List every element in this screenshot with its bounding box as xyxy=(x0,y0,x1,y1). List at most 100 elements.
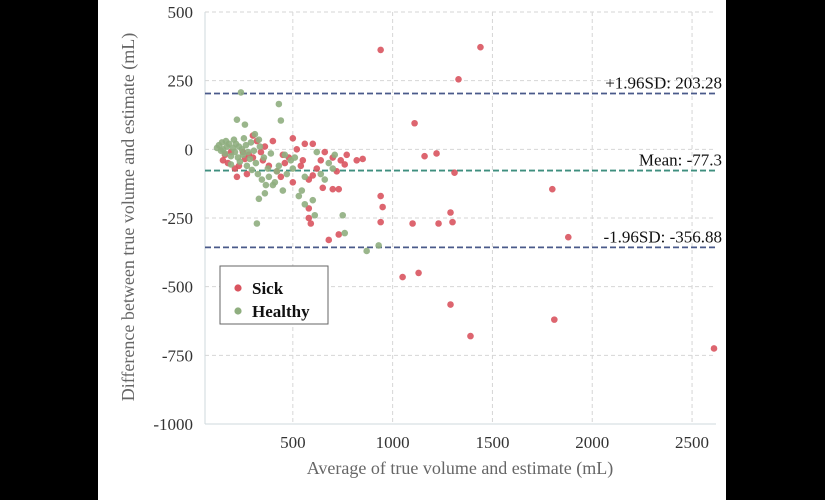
point-healthy xyxy=(277,117,285,124)
point-sick xyxy=(233,173,241,181)
point-sick xyxy=(335,231,343,238)
point-sick xyxy=(289,178,297,186)
point-healthy xyxy=(255,195,263,203)
y-tick-label: -1000 xyxy=(153,415,193,434)
point-sick xyxy=(549,185,556,193)
legend-label-healthy: Healthy xyxy=(252,302,310,321)
point-sick xyxy=(319,184,327,192)
point-healthy xyxy=(321,176,329,183)
point-sick xyxy=(297,162,305,170)
point-healthy xyxy=(269,181,277,189)
point-sick xyxy=(477,43,484,51)
point-healthy xyxy=(313,148,321,156)
point-sick xyxy=(243,170,251,178)
point-healthy xyxy=(252,159,260,167)
legend-label-sick: Sick xyxy=(252,279,284,298)
point-healthy xyxy=(279,187,287,194)
y-tick-label: -250 xyxy=(162,209,193,228)
ref-label-upper_loa: +1.96SD: 203.28 xyxy=(605,73,722,92)
point-sick xyxy=(710,345,718,352)
point-sick xyxy=(353,157,361,164)
point-sick xyxy=(321,148,329,156)
point-sick xyxy=(289,135,297,142)
point-healthy xyxy=(275,162,283,170)
data-points xyxy=(213,43,718,352)
point-healthy xyxy=(237,89,245,96)
point-sick xyxy=(309,172,317,179)
point-sick xyxy=(377,218,384,226)
point-sick xyxy=(313,165,321,172)
reference-lines: +1.96SD: 203.28 Mean: -77.3 -1.96SD: -356.… xyxy=(205,73,722,249)
point-sick xyxy=(261,143,269,150)
point-sick xyxy=(305,205,313,212)
point-healthy xyxy=(261,189,269,197)
point-healthy xyxy=(258,176,266,183)
point-healthy xyxy=(298,187,306,194)
point-sick xyxy=(399,273,406,281)
ref-label-mean: Mean: -77.3 xyxy=(639,151,722,170)
point-healthy xyxy=(242,141,250,149)
point-healthy xyxy=(253,220,261,227)
point-sick xyxy=(377,192,384,200)
x-tick-label: 1000 xyxy=(376,433,410,452)
point-sick xyxy=(307,220,315,227)
point-healthy xyxy=(239,151,247,159)
point-healthy xyxy=(325,159,333,167)
point-sick xyxy=(341,161,349,168)
point-sick xyxy=(415,269,422,277)
point-healthy xyxy=(341,229,349,237)
point-sick xyxy=(447,301,454,308)
point-sick xyxy=(343,151,351,159)
point-sick xyxy=(281,159,289,167)
point-healthy xyxy=(281,151,289,159)
point-sick xyxy=(455,75,462,83)
point-healthy xyxy=(238,146,246,153)
point-healthy xyxy=(221,150,229,157)
point-healthy xyxy=(267,150,275,157)
point-healthy xyxy=(301,173,309,181)
point-sick xyxy=(421,152,428,160)
y-tick-label: 250 xyxy=(168,72,194,91)
point-sick xyxy=(329,185,337,193)
legend-marker-sick xyxy=(234,284,242,292)
point-sick xyxy=(551,316,558,323)
y-axis-label: Difference between true volume and estim… xyxy=(118,33,139,402)
point-healthy xyxy=(243,162,251,170)
point-sick xyxy=(451,169,458,176)
point-healthy xyxy=(339,211,347,219)
point-healthy xyxy=(317,170,325,178)
point-sick xyxy=(257,148,265,156)
y-tick-label: -500 xyxy=(162,278,193,297)
point-healthy xyxy=(227,152,235,160)
point-healthy xyxy=(236,158,244,165)
point-sick xyxy=(305,214,313,222)
point-healthy xyxy=(241,121,249,128)
chart-panel xyxy=(98,0,726,500)
point-sick xyxy=(269,137,277,145)
x-tick-label: 2000 xyxy=(575,433,609,452)
point-sick xyxy=(447,209,454,216)
legend-marker-healthy xyxy=(234,307,242,315)
point-healthy xyxy=(301,200,309,208)
point-sick xyxy=(564,233,572,241)
x-tick-label: 2500 xyxy=(675,433,709,452)
point-healthy xyxy=(250,147,258,155)
point-sick xyxy=(299,157,307,164)
point-sick xyxy=(433,150,440,157)
point-healthy xyxy=(227,161,235,168)
point-healthy xyxy=(262,181,270,189)
point-healthy xyxy=(233,116,241,123)
point-healthy xyxy=(231,148,239,156)
point-healthy xyxy=(254,170,262,178)
point-healthy xyxy=(260,154,268,161)
point-healthy xyxy=(331,151,339,159)
point-sick xyxy=(377,46,384,54)
legend: Sick Healthy xyxy=(219,265,329,325)
point-sick xyxy=(317,157,325,164)
point-healthy xyxy=(289,165,297,172)
point-healthy xyxy=(375,242,382,249)
point-healthy xyxy=(264,165,272,172)
point-sick xyxy=(301,140,309,148)
point-sick xyxy=(467,332,474,340)
point-sick xyxy=(449,218,456,226)
